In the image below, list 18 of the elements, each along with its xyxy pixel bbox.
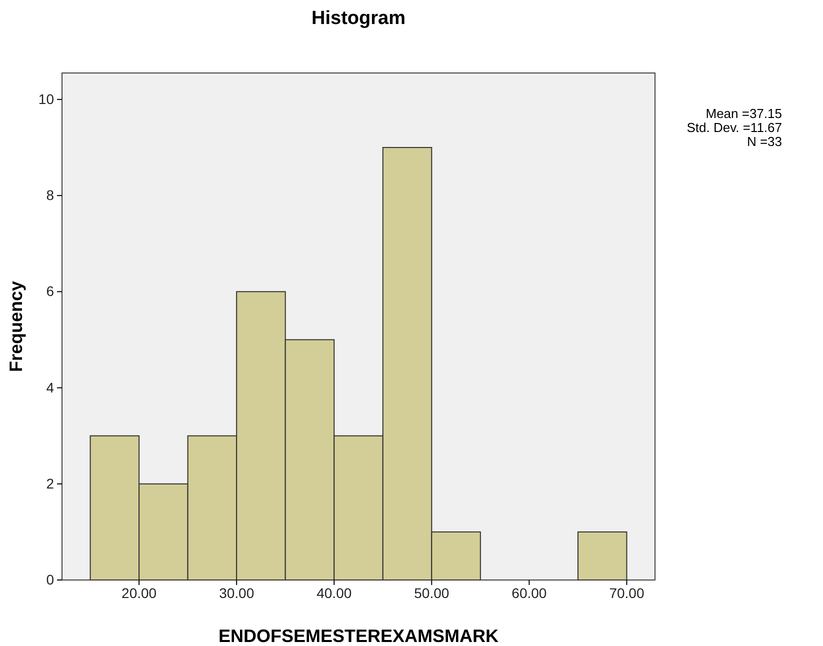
y-tick-label: 8 xyxy=(46,187,54,204)
text: Std. Dev. =11.67 xyxy=(686,120,782,135)
x-tick-label: 40.00 xyxy=(316,584,352,601)
x-tick-label: 70.00 xyxy=(609,584,644,601)
y-axis-title: Frequency xyxy=(6,280,26,372)
text: N =33 xyxy=(746,134,782,149)
y-tick-label: 0 xyxy=(46,571,54,588)
x-tick-label: 60.00 xyxy=(512,584,547,601)
y-tick-label: 4 xyxy=(46,379,54,396)
x-tick-label: 30.00 xyxy=(219,584,254,601)
x-tick-label: 20.00 xyxy=(122,584,157,601)
chart-title: Histogram xyxy=(312,8,406,29)
x-tick-label: 50.00 xyxy=(414,584,450,601)
y-tick-label: 2 xyxy=(46,475,54,492)
y-tick-label: 10 xyxy=(38,90,54,107)
text: Mean =37.15 xyxy=(706,106,782,121)
y-tick-label: 6 xyxy=(46,283,54,300)
x-axis-title: ENDOFSEMESTEREXAMSMARK xyxy=(218,626,499,646)
